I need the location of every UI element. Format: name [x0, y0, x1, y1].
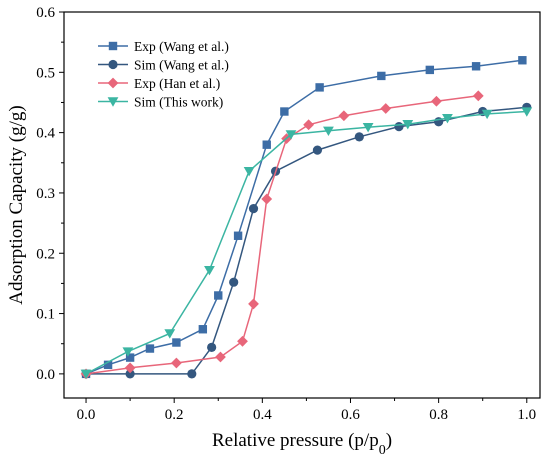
y-tick-label: 0.4 [36, 126, 55, 142]
x-tick-label: 0.8 [429, 407, 448, 423]
y-tick-label: 0.2 [36, 246, 55, 262]
data-point [402, 119, 414, 130]
data-point [164, 329, 176, 339]
x-tick-label: 0.6 [341, 407, 360, 423]
data-point [198, 325, 208, 334]
data-point [237, 335, 248, 347]
series-line [86, 106, 527, 375]
data-point [233, 231, 243, 240]
data-point [248, 204, 259, 214]
legend-marker [108, 59, 118, 70]
plot-frame [63, 11, 541, 399]
data-point [472, 90, 484, 102]
data-point [214, 291, 223, 300]
data-point [80, 369, 92, 380]
data-point [124, 362, 136, 374]
data-point [261, 193, 273, 205]
y-axis-title: Adsorption Capacity (g/g) [6, 105, 27, 304]
data-point [229, 277, 239, 287]
x-axis-title-subscript: 0 [379, 443, 386, 456]
data-point [442, 113, 453, 124]
series-line [85, 95, 479, 375]
data-point [354, 132, 364, 142]
plot-border [63, 11, 541, 399]
data-point [207, 342, 217, 352]
data-point [380, 103, 392, 114]
data-point [312, 145, 323, 155]
legend-label: Sim (Wang et al.) [134, 58, 229, 73]
legend-marker [108, 41, 118, 51]
legend: Exp (Wang et al.) Sim (Wang et al.) Exp (H… [98, 39, 229, 110]
data-point [122, 347, 134, 357]
y-tick-label: 0.6 [36, 5, 55, 21]
data-point [204, 265, 215, 276]
data-point [338, 110, 350, 122]
series-line [85, 110, 527, 375]
legend-label: Sim (This work) [134, 95, 223, 110]
data-point [172, 338, 181, 347]
y-tick-label: 0.0 [36, 367, 55, 383]
data-point [471, 62, 481, 71]
x-tick-label: 1.0 [517, 407, 536, 423]
data-point [215, 351, 226, 363]
data-point [323, 126, 334, 137]
legend-label: Exp (Wang et al.) [134, 39, 229, 54]
data-point [262, 140, 271, 149]
data-point [518, 56, 527, 65]
data-point [125, 369, 135, 379]
series-4 [80, 107, 533, 380]
data-point [248, 298, 259, 310]
series-layer [80, 56, 533, 380]
data-point [285, 130, 297, 140]
series-3 [80, 90, 484, 380]
data-point [425, 65, 435, 75]
legend-marker [107, 77, 119, 89]
data-point [125, 353, 135, 362]
data-point [303, 119, 315, 131]
data-point [481, 109, 493, 120]
data-point [394, 121, 404, 132]
x-tick-label: 0.4 [253, 407, 272, 423]
data-point [170, 357, 182, 369]
x-tick-label: 0.0 [77, 407, 96, 423]
series-2 [81, 102, 532, 379]
data-point [521, 107, 533, 117]
data-point [145, 344, 155, 353]
legend-label: Exp (Han et al.) [134, 76, 220, 91]
data-point [103, 360, 113, 370]
y-tick-label: 0.3 [36, 186, 55, 202]
data-point [362, 122, 374, 133]
data-point [377, 71, 386, 81]
data-point [315, 83, 324, 92]
y-tick-label: 0.1 [36, 307, 55, 323]
x-axis-title: Relative pressure (p/p0) [212, 430, 392, 456]
data-point [243, 167, 255, 177]
data-point [280, 107, 289, 116]
y-axis: 0.0 0.1 0.2 0.3 0.4 0.5 0.6 [36, 5, 64, 383]
legend-marker [107, 97, 119, 107]
y-tick-label: 0.5 [36, 65, 55, 81]
data-point [187, 369, 197, 379]
data-point [431, 95, 442, 107]
x-axis: 0.0 0.2 0.4 0.6 0.8 1.0 [77, 398, 536, 423]
x-tick-label: 0.2 [165, 407, 184, 423]
